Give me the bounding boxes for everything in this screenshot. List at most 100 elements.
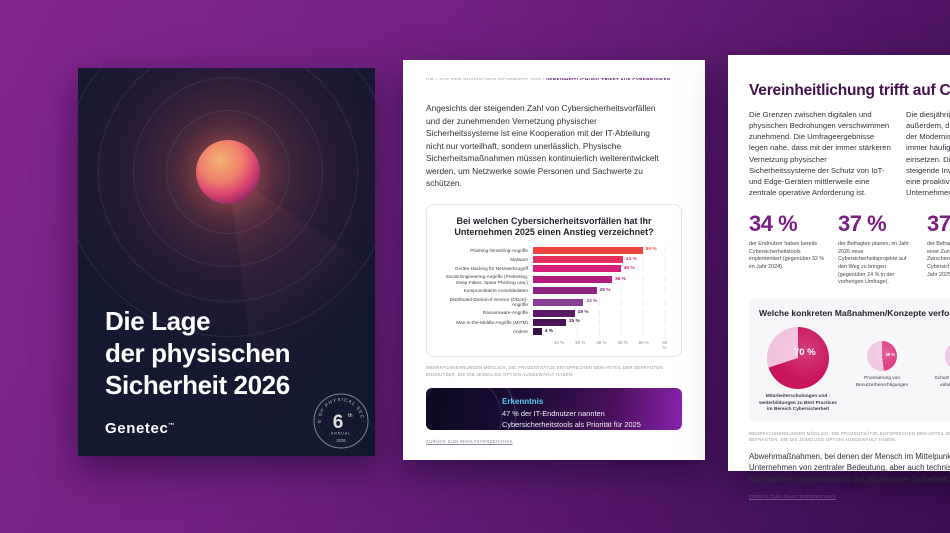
axis-tick: 20 % bbox=[575, 340, 586, 346]
bar-track: 36 % bbox=[533, 276, 669, 284]
bar-fill bbox=[533, 265, 621, 273]
bar-row: Malware 41 % bbox=[439, 256, 669, 264]
running-header-separator: | bbox=[541, 77, 547, 81]
bar-value: 50 % bbox=[645, 247, 657, 253]
bar-row: Phishing-/Smishing-Angriffe 50 % bbox=[439, 246, 669, 254]
bar-label: Distributed-Denial-of-Service (DDoS)-Ang… bbox=[449, 296, 528, 308]
report-page-unification: DIE LAGE DER PHYSISCHEN SICHERHEIT 2026 … bbox=[728, 55, 950, 499]
annual-edition-badge-icon: STATE OF PHYSICAL SECURITY 6 th ANNUAL 2… bbox=[312, 392, 369, 449]
cover-sphere-artwork bbox=[196, 140, 260, 204]
bar-track: 41 % bbox=[533, 256, 669, 264]
report-cover-page: Die Lage der physischen Sicherheit 2026 … bbox=[78, 68, 375, 456]
bar-label: Kompromittierte Anmeldedaten bbox=[463, 288, 528, 294]
bar-row: Geräte-Hacking für Netzwerkzugriff 40 % bbox=[439, 265, 669, 273]
cover-ring-artwork bbox=[78, 68, 375, 337]
bar-value: 4 % bbox=[544, 328, 554, 334]
intro-paragraph: Angesichts der steigenden Zahl von Cyber… bbox=[426, 103, 659, 189]
section-title: Vereinheitlichung trifft auf Cyberrisike… bbox=[749, 82, 950, 99]
bar-label: Geräte-Hacking für Netzwerkzugriff bbox=[454, 266, 528, 272]
chart-footnote: MEHRFACHNENNUNGEN MÖGLICH; DIE PROZENTSÄ… bbox=[426, 365, 663, 377]
stat-caption: der Befragten berichteten von einer Zuna… bbox=[927, 241, 950, 278]
stat-value: 34 % bbox=[749, 211, 798, 237]
bar-row: Kompromittierte Anmeldedaten 29 % bbox=[439, 287, 669, 295]
pie-value: 48 % bbox=[885, 352, 895, 358]
report-title-line: Die Lage bbox=[105, 306, 211, 336]
axis-tick: 40 % bbox=[617, 340, 628, 346]
bar-fill bbox=[533, 298, 584, 306]
bar-track: 15 % bbox=[533, 318, 669, 326]
bar-value: 19 % bbox=[577, 310, 589, 316]
pie-chart-permissions: 48 % bbox=[867, 341, 897, 372]
body-column-1: Die Grenzen zwischen digitalen und physi… bbox=[749, 110, 891, 198]
pie-chart-training: 70 % bbox=[767, 327, 829, 390]
bar-fill bbox=[533, 318, 566, 326]
stat-caption: der Befragten planen, im Jahr 2026 neue … bbox=[838, 241, 910, 286]
bar-label: Malware bbox=[510, 256, 528, 262]
running-header-section: VEREINHEITLICHUNG TRIFFT AUF CYBERRISIKE… bbox=[546, 77, 671, 81]
bar-value: 29 % bbox=[599, 287, 611, 293]
bar-track: 23 % bbox=[533, 298, 669, 306]
bar-track: 50 % bbox=[533, 246, 669, 254]
report-title-line: Sicherheit 2026 bbox=[105, 370, 290, 401]
pie-caption: Mitarbeiterschulungen und -weiterbildung… bbox=[759, 394, 837, 413]
bar-track: 40 % bbox=[533, 265, 669, 273]
axis-tick: 60 % bbox=[662, 340, 668, 351]
pie-block: 70 % Mitarbeiterschulungen und -weiterbi… bbox=[759, 327, 837, 413]
bar-label: Social-Engineering-Angriffe (Pretexting,… bbox=[445, 274, 528, 285]
back-to-toc-link[interactable]: ZURÜCK ZUM INHALTSVERZEICHNIS bbox=[749, 494, 836, 500]
stat-value: 37 % bbox=[838, 211, 887, 237]
pie-block: 41 % Schutz der Systeme vor unbefugtem Z… bbox=[927, 327, 950, 389]
closing-paragraph: Abwehrmaßnahmen, bei denen der Mensch im… bbox=[749, 451, 950, 484]
stat-block: 34 % der Endnutzer haben bereits Cybersi… bbox=[749, 211, 825, 286]
axis-tick: 50 % bbox=[638, 340, 649, 346]
cover-ring-artwork bbox=[133, 77, 323, 267]
pie-block: 48 % Priorisierung von Benutzerberechtig… bbox=[849, 327, 915, 389]
axis-tick: 30 % bbox=[596, 340, 607, 346]
insight-callout: Erkenntnis 47 % der IT-Endnutzer nannten… bbox=[426, 388, 682, 430]
bar-fill bbox=[533, 287, 597, 295]
badge-year: 2026 bbox=[336, 438, 346, 443]
chart-title: Bei welchen Cybersicherheitsvorfällen ha… bbox=[454, 215, 654, 238]
bar-row: Man-in-the-Middle-Angriffe (MITM) 15 % bbox=[439, 318, 669, 326]
bar-label: Ransomware-Angriffe bbox=[482, 310, 528, 316]
report-title-line: der physischen bbox=[105, 338, 291, 369]
bar-value: 40 % bbox=[623, 265, 635, 271]
insight-ring-artwork bbox=[426, 388, 516, 430]
bar-row: Social-Engineering-Angriffe (Pretexting,… bbox=[439, 274, 669, 285]
bar-track: 29 % bbox=[533, 287, 669, 295]
back-to-toc-link[interactable]: ZURÜCK ZUM INHALTSVERZEICHNIS bbox=[426, 439, 513, 444]
bar-value: 15 % bbox=[568, 319, 580, 325]
stat-row: 34 % der Endnutzer haben bereits Cybersi… bbox=[749, 211, 950, 286]
bar-row: Distributed-Denial-of-Service (DDoS)-Ang… bbox=[439, 297, 669, 308]
stat-block: 37 % der Befragten planen, im Jahr 2026 … bbox=[838, 211, 914, 286]
page-footer: ZURÜCK ZUM INHALTSVERZEICHNIS bbox=[749, 485, 950, 503]
body-column-2: Die diesjährigen Ergebnisse zeigen außer… bbox=[906, 110, 950, 198]
report-page-cyber-incidents: DIE LAGE DER PHYSISCHEN SICHERHEIT 2026 … bbox=[403, 60, 705, 460]
badge-annual-label: ANNUAL bbox=[331, 432, 352, 436]
bar-track: 4 % bbox=[533, 328, 669, 336]
bar-value: 36 % bbox=[614, 276, 626, 282]
bar-fill bbox=[533, 276, 612, 284]
body-columns: Die Grenzen zwischen digitalen und physi… bbox=[749, 109, 950, 198]
stat-value: 37 % bbox=[927, 211, 950, 237]
bar-row: Ransomware-Angriffe 19 % bbox=[439, 309, 669, 317]
stat-block: 37 % der Befragten berichteten von einer… bbox=[927, 211, 950, 286]
trademark-symbol: ™ bbox=[168, 423, 176, 429]
axis-tick: 10 % bbox=[554, 340, 565, 346]
bar-chart: Phishing-/Smishing-Angriffe 50 % Malware 4… bbox=[439, 246, 669, 336]
insight-text: 47 % der IT-Endnutzer nannten Cybersiche… bbox=[502, 409, 641, 429]
bar-value: 23 % bbox=[586, 299, 598, 305]
report-title: Die Lage der physischen Sicherheit 2026 bbox=[105, 305, 291, 402]
bar-track: 19 % bbox=[533, 309, 669, 317]
bar-label: Man-in-the-Middle-Angriffe (MITM) bbox=[456, 319, 528, 325]
bar-label: Phishing-/Smishing-Angriffe bbox=[470, 247, 528, 253]
bar-fill bbox=[533, 256, 623, 264]
running-header-report: DIE LAGE DER PHYSISCHEN SICHERHEIT 2026 bbox=[426, 77, 542, 81]
insight-body: Erkenntnis 47 % der IT-Endnutzer nannten… bbox=[502, 397, 668, 430]
stat-caption: der Endnutzer haben bereits Cybersicherh… bbox=[749, 241, 825, 270]
page-footer: ZURÜCK ZUM INHALTSVERZEICHNIS bbox=[426, 430, 682, 448]
running-header: DIE LAGE DER PHYSISCHEN SICHERHEIT 2026 … bbox=[426, 77, 682, 80]
bar-label: Andere bbox=[512, 328, 528, 334]
insight-ring-artwork bbox=[426, 388, 502, 430]
insight-label: Erkenntnis bbox=[502, 397, 544, 407]
